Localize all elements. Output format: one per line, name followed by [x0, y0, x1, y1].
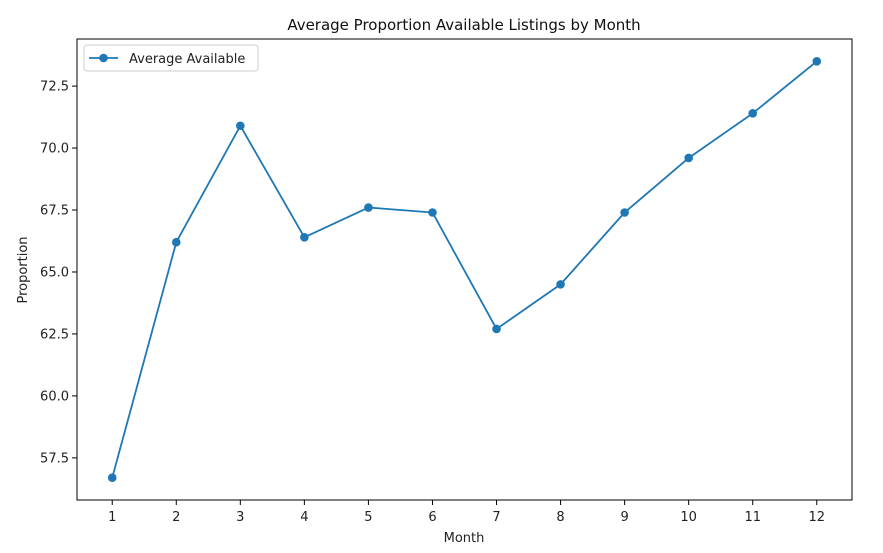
data-point	[428, 208, 437, 217]
y-tick-label: 72.5	[40, 80, 69, 95]
x-axis: 1 2 3 4 5 6 7 8 9 10 11 12	[108, 500, 825, 525]
x-tick-label: 11	[744, 510, 761, 525]
data-point	[620, 208, 629, 217]
data-point	[364, 203, 373, 212]
x-tick-label: 4	[300, 510, 308, 525]
legend-marker-swatch	[99, 53, 108, 63]
legend-label: Average Available	[129, 52, 245, 67]
y-tick-label: 67.5	[40, 204, 69, 219]
plot-area	[107, 57, 822, 482]
y-tick-label: 70.0	[40, 142, 69, 157]
x-tick-label: 8	[556, 510, 564, 525]
y-tick-label: 60.0	[40, 389, 69, 404]
legend-box	[83, 44, 259, 72]
legend: Average Available	[83, 44, 259, 72]
y-tick-label: 62.5	[40, 327, 69, 342]
data-point	[748, 109, 758, 118]
x-tick-label: 5	[364, 510, 372, 525]
y-tick-label: 57.5	[40, 451, 69, 466]
data-point	[556, 280, 565, 289]
data-point	[684, 153, 693, 163]
x-tick-label: 3	[236, 510, 244, 525]
x-tick-label: 7	[492, 510, 500, 525]
y-axis-title: Proportion	[16, 236, 31, 303]
series-line	[111, 60, 818, 478]
y-axis: 57.5 60.0 62.5 65.0 67.5 70.0 72.5	[40, 80, 77, 466]
data-point	[812, 57, 822, 66]
x-tick-label: 2	[172, 510, 180, 525]
data-point	[107, 473, 117, 482]
x-tick-label: 9	[620, 510, 628, 525]
data-point	[236, 121, 245, 131]
x-axis-title: Month	[444, 531, 485, 546]
plot-frame	[76, 38, 853, 501]
data-point	[300, 232, 309, 242]
data-point	[171, 237, 181, 247]
x-tick-label: 6	[428, 510, 436, 525]
chart-title: Average Proportion Available Listings by…	[287, 16, 640, 34]
data-point	[492, 324, 501, 334]
x-tick-label: 10	[680, 510, 697, 525]
x-tick-label: 1	[108, 510, 116, 525]
y-tick-label: 65.0	[40, 265, 69, 280]
x-tick-label: 12	[808, 510, 825, 525]
